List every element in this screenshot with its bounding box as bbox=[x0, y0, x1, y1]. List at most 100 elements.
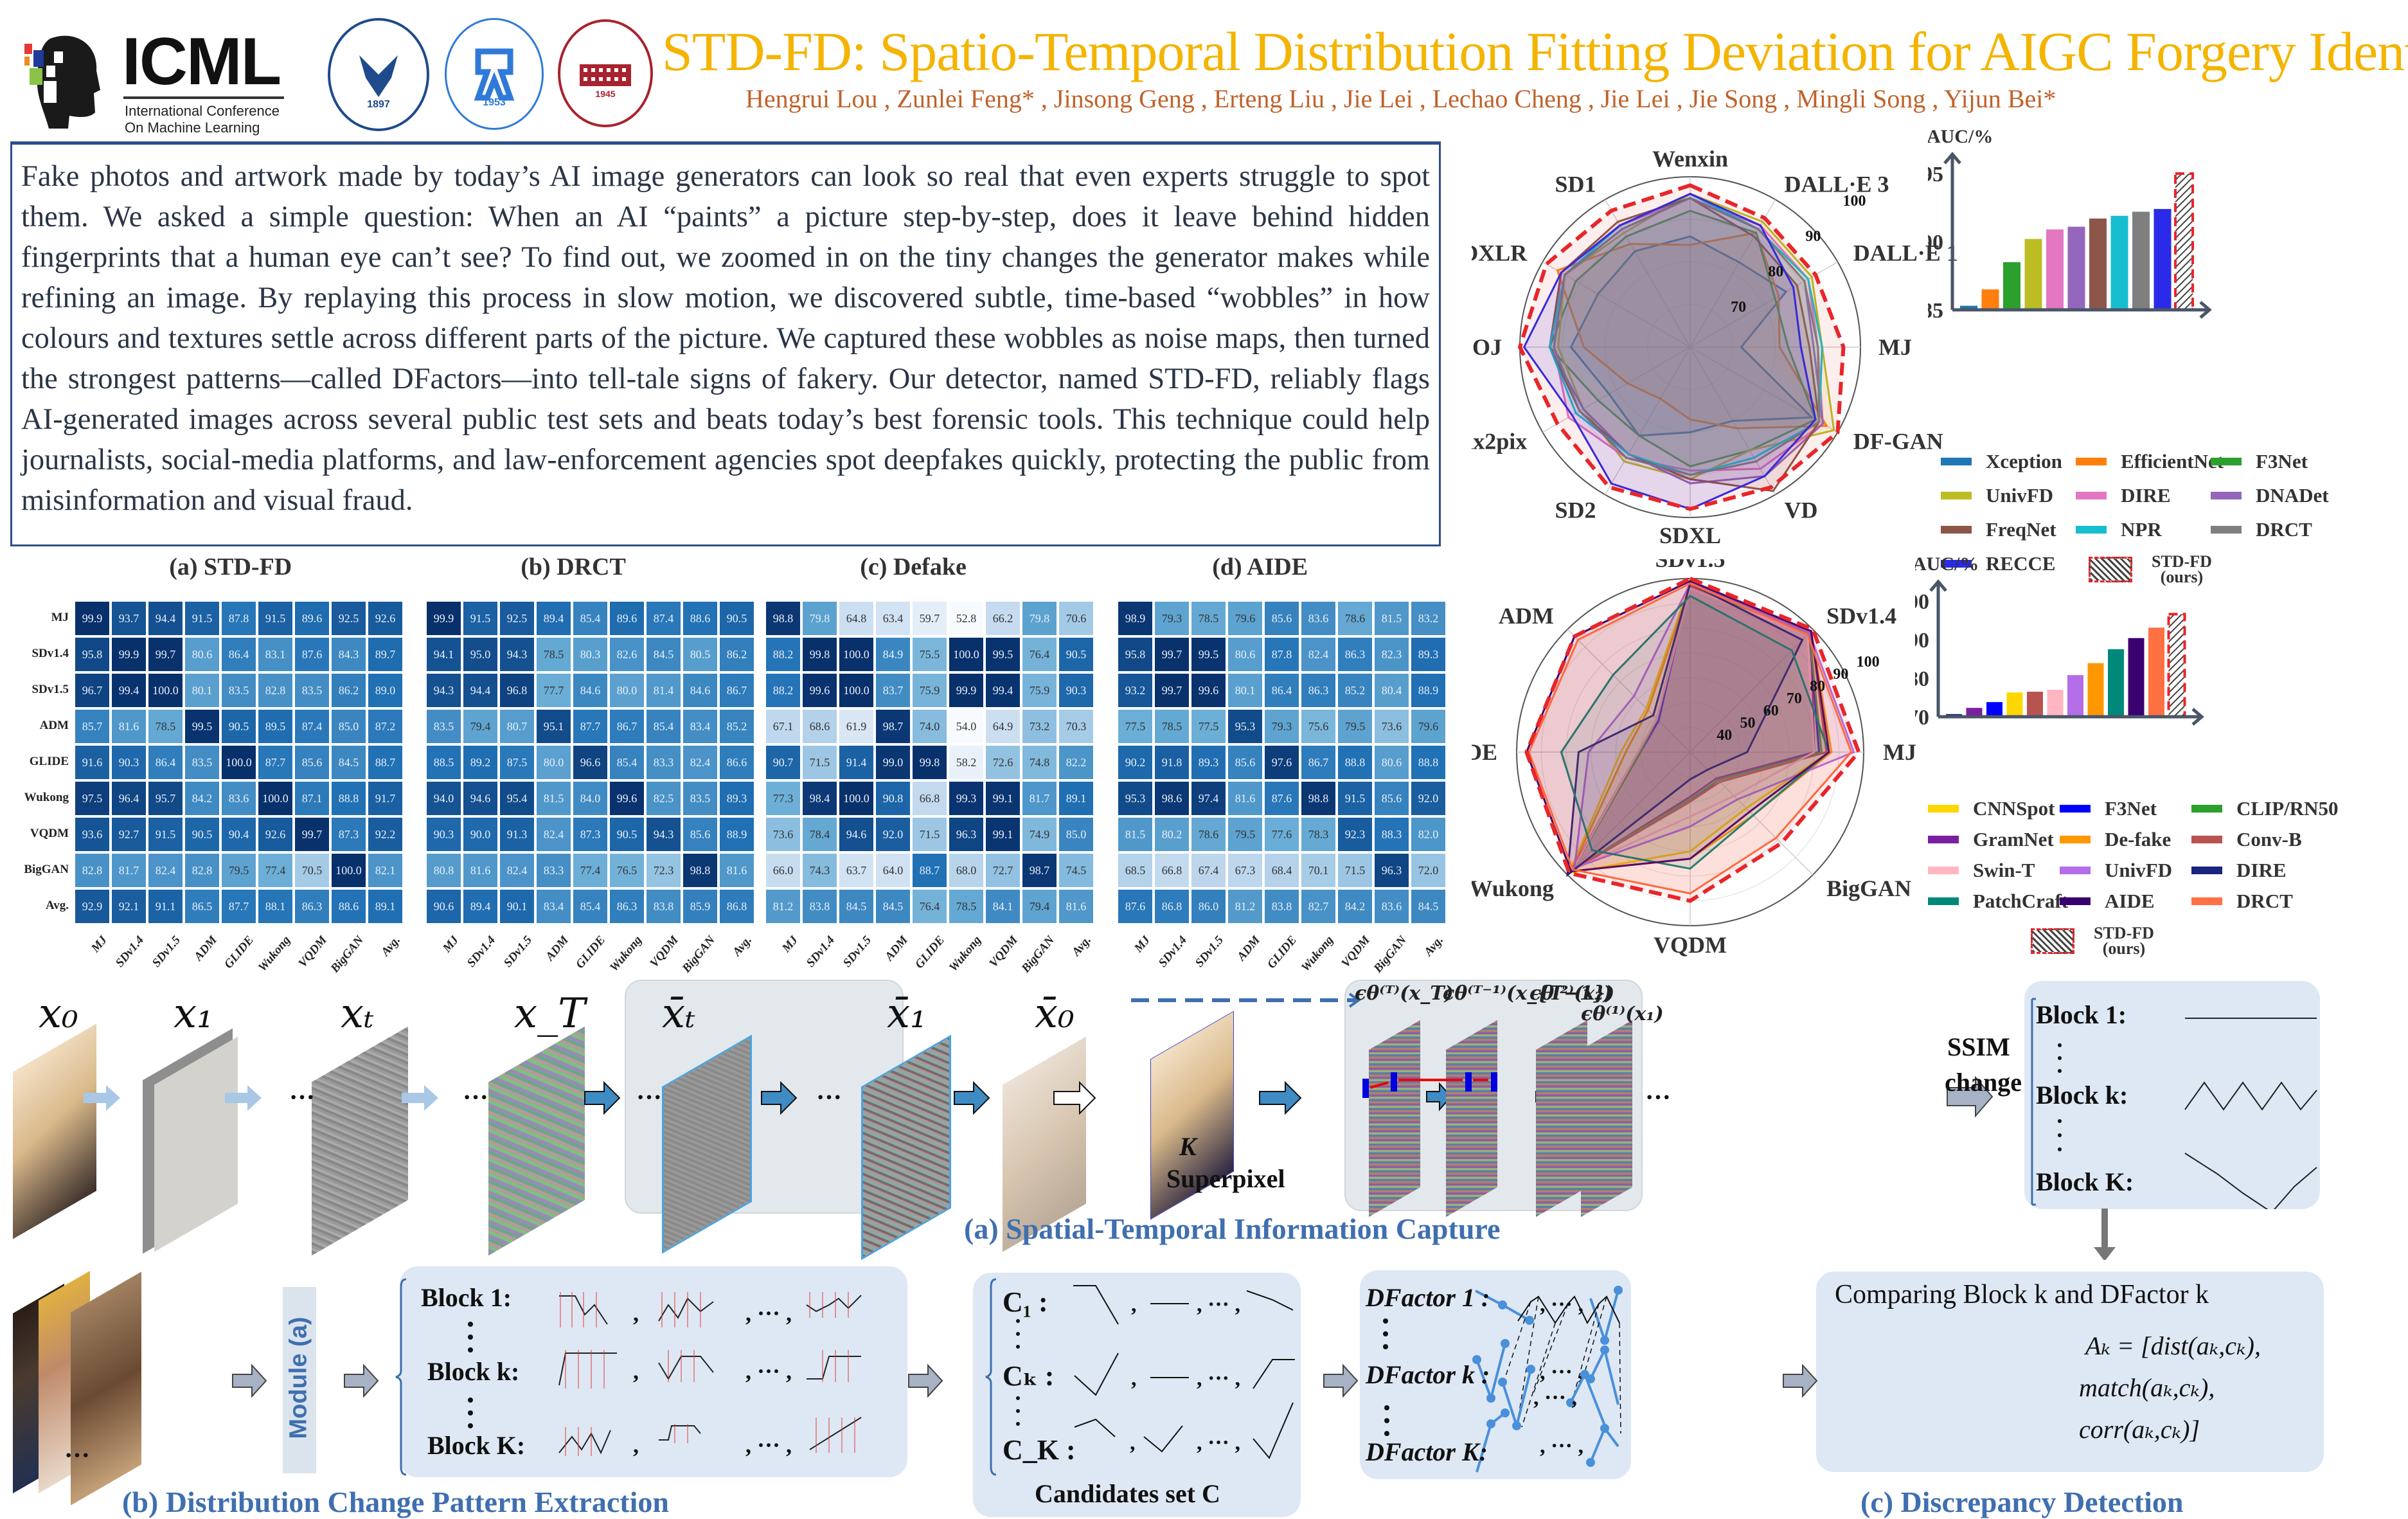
y-axis-label: AUC/% bbox=[1928, 129, 1993, 147]
legend-swatch bbox=[2076, 492, 2107, 499]
heatmap-col-label: Avg. bbox=[1069, 933, 1094, 959]
radar-spoke bbox=[1567, 629, 1691, 753]
legend-item-dnadet: DNADet bbox=[2211, 484, 2329, 507]
heatmap-cell: 99.6 bbox=[1190, 672, 1227, 708]
heatmap-cell: 99.7 bbox=[1154, 636, 1190, 672]
heatmap-cell: 86.3 bbox=[1300, 672, 1337, 708]
noise-label-2: ϵθ⁽²⁾(x₂) bbox=[1530, 982, 1612, 1005]
x-axis-arrow-icon bbox=[2199, 301, 2212, 319]
label-xt: xₜ bbox=[341, 990, 374, 1038]
heatmap-cell: 99.9 bbox=[425, 600, 462, 636]
heatmap-cell: 74.0 bbox=[911, 708, 948, 744]
legend-item-f3net: F3Net bbox=[2211, 450, 2308, 473]
heatmap-col-label: VQDM bbox=[986, 933, 1021, 971]
heatmap-cell: 80.0 bbox=[535, 744, 572, 780]
arrow-down-icon bbox=[2094, 1247, 2116, 1260]
heatmap-cell: 71.5 bbox=[1337, 852, 1373, 888]
heatmap-cell: 87.7 bbox=[220, 888, 257, 924]
icml-head-icon bbox=[24, 35, 100, 129]
legend-item-clip-rn50: CLIP/RN50 bbox=[2191, 797, 2338, 820]
heatmap-cell: 81.5 bbox=[535, 780, 572, 816]
candidate-cK: C_K : bbox=[1003, 1434, 1076, 1466]
noise-label-T: ϵθ⁽ᵀ⁾(x_T) bbox=[1355, 982, 1454, 1005]
heatmap-cell: 98.7 bbox=[1021, 852, 1058, 888]
heatmap-cell: 88.6 bbox=[682, 600, 718, 636]
pattern-block-k: Block k: bbox=[427, 1357, 520, 1386]
heatmap-cell: 81.6 bbox=[462, 852, 499, 888]
heatmap-cell: 71.5 bbox=[801, 744, 838, 780]
bar-chart-top: 85 90 95 AUC/% bbox=[1928, 129, 2212, 323]
pattern-block-K: Block K: bbox=[427, 1431, 526, 1460]
heatmap-cell: 83.5 bbox=[220, 672, 257, 708]
heatmap-cell: 75.6 bbox=[1300, 708, 1337, 744]
zjut-seal: 1953 bbox=[445, 18, 544, 130]
legend-item-drct: DRCT bbox=[2191, 890, 2293, 913]
heatmap-cell: 96.3 bbox=[948, 816, 985, 852]
heatmap-col-label: GLIDE bbox=[573, 933, 609, 971]
legend-bottom: CNNSpot F3Net CLIP/RN50 GramNet De-fake Conv-… bbox=[1928, 797, 2404, 971]
bar-dire bbox=[2046, 229, 2064, 310]
heatmap-cell: 77.4 bbox=[257, 852, 294, 888]
heatmap-cell: 79.3 bbox=[1154, 600, 1190, 636]
heatmap-cell: 99.5 bbox=[184, 708, 220, 744]
heatmap-cell: 79.6 bbox=[1410, 708, 1447, 744]
heatmap-col-label: GLIDE bbox=[912, 933, 948, 971]
heatmap-cell: 94.4 bbox=[462, 672, 499, 708]
heatmap-cell: 91.7 bbox=[367, 780, 404, 816]
legend-label: DIRE bbox=[2121, 484, 2171, 507]
radar-axis-label: SD2 bbox=[1555, 498, 1596, 523]
heatmap-cell: 79.6 bbox=[1227, 600, 1263, 636]
heatmap-cell: 80.1 bbox=[1227, 672, 1263, 708]
radar-series-univfd bbox=[1573, 582, 1855, 870]
legend-swatch bbox=[2060, 836, 2091, 843]
heatmap-cell: 83.3 bbox=[645, 744, 682, 780]
bar-univfd bbox=[2067, 675, 2083, 717]
heatmap-cell: 84.5 bbox=[875, 888, 911, 924]
icml-subtitle-line1: International Conference bbox=[125, 103, 280, 119]
svg-text:,: , bbox=[633, 1300, 639, 1326]
legend-item-std-fd: STD-FD (ours) bbox=[2031, 925, 2154, 957]
heatmap-cell: 80.0 bbox=[609, 672, 645, 708]
heatmap-cell: 89.0 bbox=[367, 672, 404, 708]
heatmap-cell: 80.2 bbox=[1154, 816, 1190, 852]
brace-c bbox=[985, 1278, 997, 1476]
heatmap-cell: 91.4 bbox=[838, 744, 875, 780]
heatmap-col-label: VQDM bbox=[647, 933, 682, 971]
heatmap-cell: 88.8 bbox=[330, 780, 367, 816]
heatmap-cell: 87.6 bbox=[1263, 780, 1300, 816]
radar-axis-label: SDv1.4 bbox=[1826, 603, 1896, 629]
caption-pattern-extraction: (b) Distribution Change Pattern Extracti… bbox=[122, 1486, 669, 1518]
heatmap-cell: 88.1 bbox=[257, 888, 294, 924]
radar-axis-label: pix2pix bbox=[1472, 429, 1527, 454]
heatmap-cell: 68.5 bbox=[1117, 852, 1154, 888]
label-xT: x_T bbox=[514, 990, 585, 1038]
heatmap-cell: 95.3 bbox=[1117, 780, 1154, 816]
bar-std-fd-ours- bbox=[2174, 172, 2194, 311]
heatmap-cell: 71.5 bbox=[911, 816, 948, 852]
radar-spoke bbox=[1567, 751, 1691, 876]
heatmap-cell: 91.8 bbox=[1154, 744, 1190, 780]
heatmap-cell: 85.0 bbox=[1058, 816, 1094, 852]
heatmap-cell: 86.4 bbox=[147, 744, 184, 780]
heatmap-cell: 80.3 bbox=[572, 636, 609, 672]
svg-text:,: , bbox=[633, 1358, 639, 1384]
heatmap-cell: 82.8 bbox=[257, 672, 294, 708]
abstract-box: Fake photos and artwork made by today’s … bbox=[10, 141, 1441, 546]
radar-axis-label: SDXLR bbox=[1472, 240, 1528, 266]
heatmap-cell: 89.5 bbox=[257, 708, 294, 744]
radar-tick-label: 80 bbox=[1768, 264, 1783, 280]
legend-item-xception: Xception bbox=[1941, 450, 2062, 473]
heatmap-cell: 85.0 bbox=[330, 708, 367, 744]
legend-label: PatchCraft bbox=[1973, 890, 2069, 912]
icml-subtitle: International Conference On Machine Lear… bbox=[125, 103, 280, 136]
heatmap-col-label: ADM bbox=[192, 933, 220, 964]
hatch-swatch bbox=[2031, 928, 2074, 954]
heatmap-cell: 83.4 bbox=[682, 708, 718, 744]
radar-tick-label: 40 bbox=[1717, 727, 1732, 744]
heatmap-cell: 85.6 bbox=[294, 744, 330, 780]
legend-swatch bbox=[2060, 805, 2091, 813]
heatmap-cell: 82.1 bbox=[367, 852, 404, 888]
heatmap-cell: 83.8 bbox=[645, 888, 682, 924]
bar-freqnet bbox=[2089, 218, 2107, 310]
legend-item-drct: DRCT bbox=[2211, 518, 2312, 541]
